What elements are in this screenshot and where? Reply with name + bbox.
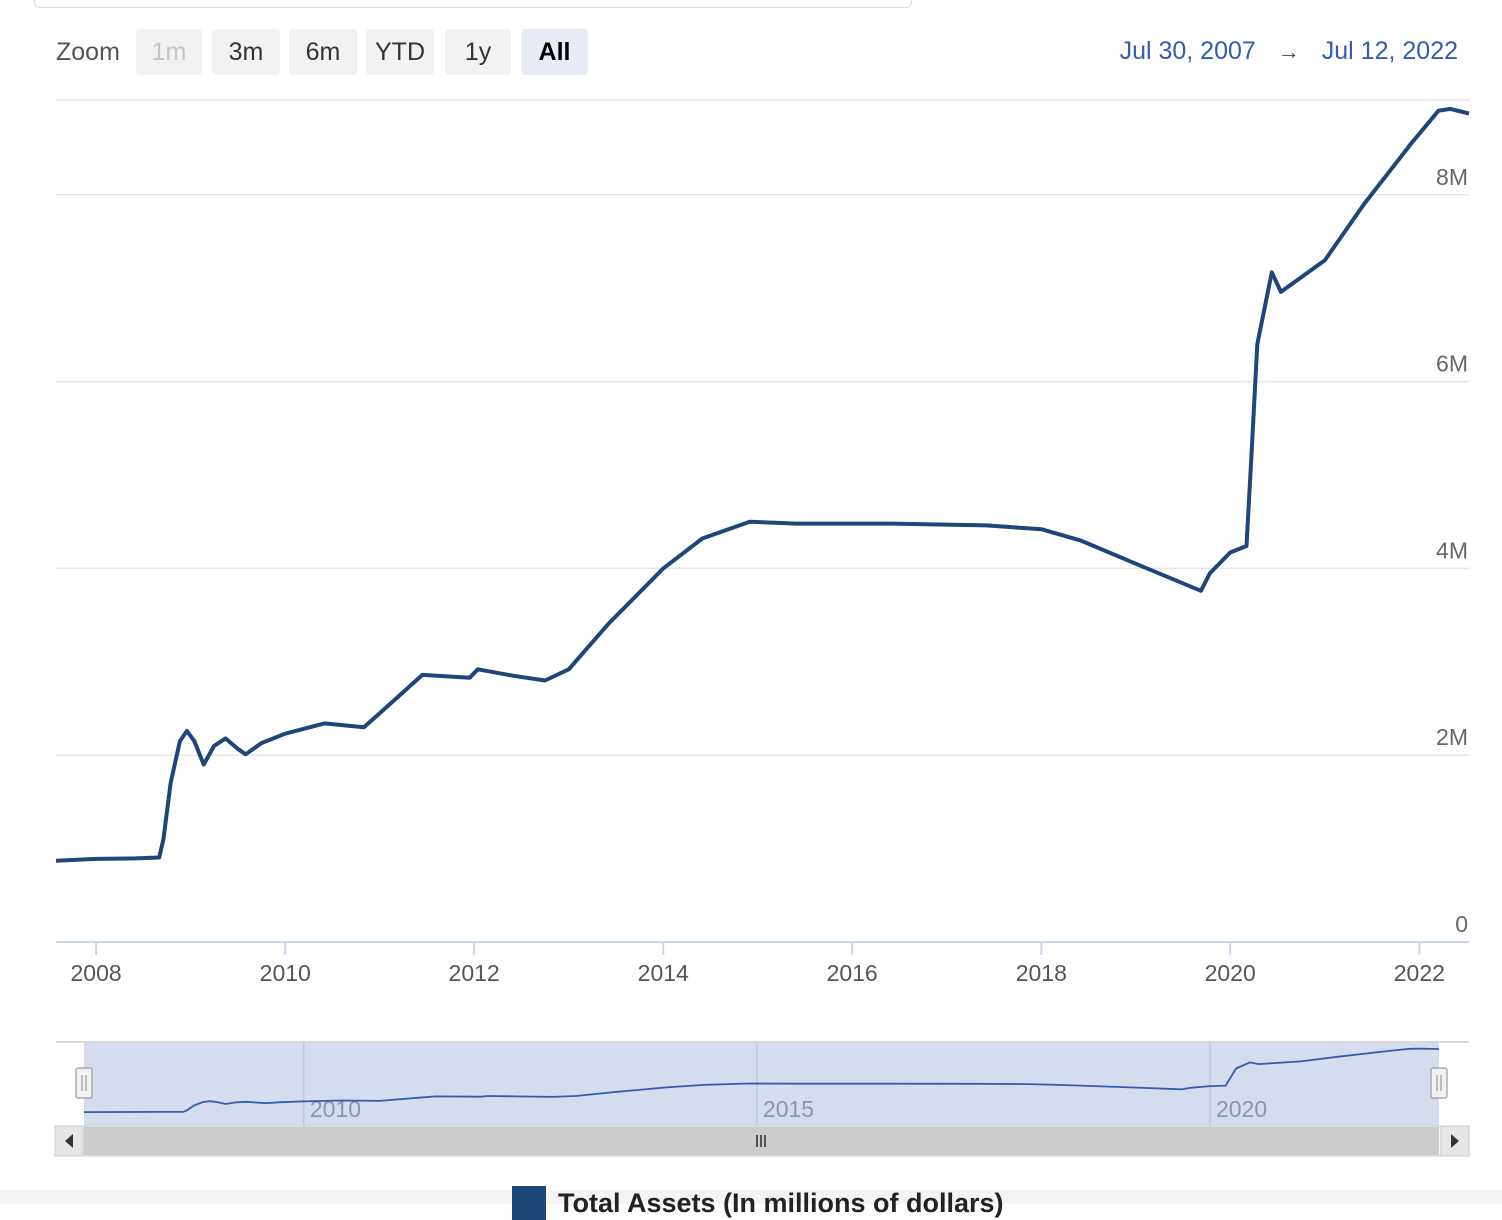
- y-tick-label: 2M: [1436, 724, 1468, 750]
- y-axis: 0 2M 4M 6M 8M: [1436, 164, 1468, 937]
- y-tick-label: 8M: [1436, 164, 1468, 190]
- zoom-6m-button[interactable]: 6m: [289, 29, 357, 75]
- navigator-tick-label: 2020: [1216, 1096, 1267, 1122]
- x-tick-label: 2016: [827, 960, 878, 986]
- x-tick-label: 2020: [1205, 960, 1256, 986]
- range-arrow: →: [1277, 38, 1300, 64]
- legend-swatch: [512, 1186, 546, 1220]
- series-line[interactable]: [55, 106, 1470, 863]
- navigator-tick-label: 2015: [763, 1096, 814, 1122]
- arrow-left-icon: [65, 1134, 73, 1148]
- scrollbar[interactable]: [54, 1125, 1470, 1157]
- zoom-3m-button[interactable]: 3m: [212, 29, 280, 75]
- legend-label[interactable]: Total Assets (In millions of dollars): [558, 1187, 1004, 1218]
- date-range: Jul 30, 2007 → Jul 12, 2022: [1120, 37, 1458, 66]
- x-axis: 2008 2010 2012 2014 2016 2018 2020 2022: [71, 943, 1445, 986]
- x-tick-label: 2010: [260, 960, 311, 986]
- zoom-1m-button[interactable]: 1m: [136, 29, 202, 75]
- navigator-series-line: [83, 1047, 1440, 1113]
- gridlines: [56, 194, 1469, 756]
- navigator-selected-range[interactable]: [84, 1043, 1439, 1126]
- navigator-left-handle[interactable]: [75, 1067, 93, 1099]
- arrow-right-icon: [1451, 1134, 1459, 1148]
- y-tick-label: 6M: [1436, 351, 1468, 377]
- x-tick-label: 2008: [71, 960, 122, 986]
- y-tick-label: 0: [1455, 911, 1468, 937]
- y-tick-label: 4M: [1436, 537, 1468, 563]
- zoom-label: Zoom: [56, 38, 120, 66]
- x-tick-label: 2012: [449, 960, 500, 986]
- scroll-left-button[interactable]: [54, 1125, 84, 1157]
- zoom-1y-button[interactable]: 1y: [445, 29, 511, 75]
- range-from-input[interactable]: Jul 30, 2007: [1119, 37, 1256, 65]
- x-tick-label: 2014: [638, 960, 689, 986]
- top-frame: [34, 0, 912, 8]
- range-to-input[interactable]: Jul 12, 2022: [1321, 37, 1458, 65]
- zoom-all-button[interactable]: All: [521, 29, 588, 75]
- x-tick-label: 2018: [1016, 960, 1067, 986]
- navigator[interactable]: 2010 2015 2020: [56, 1041, 1469, 1126]
- legend[interactable]: Total Assets (In millions of dollars): [512, 1186, 1004, 1220]
- zoom-ytd-button[interactable]: YTD: [366, 29, 434, 75]
- navigator-right-handle[interactable]: [1430, 1067, 1448, 1099]
- x-tick-label: 2022: [1394, 960, 1445, 986]
- scrollbar-thumb-grip: [756, 1135, 766, 1147]
- footer-bar: [0, 1190, 1502, 1204]
- scroll-right-button[interactable]: [1440, 1125, 1470, 1157]
